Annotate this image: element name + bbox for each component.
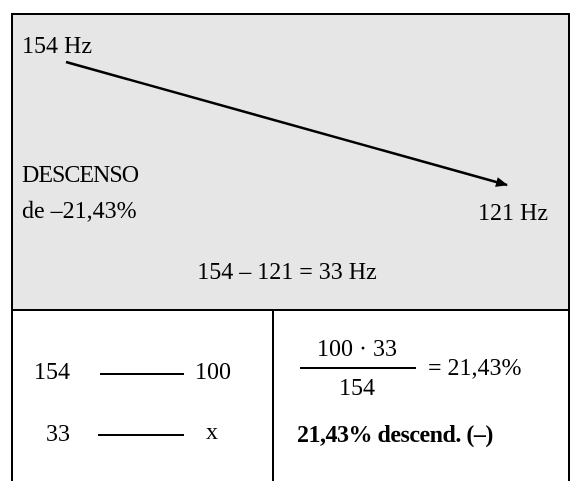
proportion-row1-left: 154 <box>34 359 70 385</box>
proportion-row1-right: 100 <box>195 359 231 385</box>
descent-arrow-line <box>65 60 508 187</box>
fraction-bar <box>300 367 416 369</box>
conclusion-text: 21,43% descend. (–) <box>297 422 493 448</box>
difference-equation: 154 – 121 = 33 Hz <box>197 259 377 285</box>
rule-of-three-panel <box>11 309 570 481</box>
fraction-numerator: 100 · 33 <box>317 336 397 362</box>
column-divider <box>272 311 274 481</box>
fraction-denominator: 154 <box>339 375 375 401</box>
start-frequency-label: 154 Hz <box>22 33 92 59</box>
percentage-result: = 21,43% <box>428 355 522 381</box>
proportion-row1-dash <box>100 373 184 375</box>
end-frequency-label: 121 Hz <box>478 200 548 226</box>
proportion-row2-right: x <box>206 419 218 445</box>
proportion-row2-left: 33 <box>46 421 70 447</box>
proportion-row2-dash <box>98 434 184 436</box>
frequency-descent-panel <box>11 13 570 233</box>
difference-panel <box>11 231 570 311</box>
descent-word: DESCENSO <box>22 162 139 188</box>
descent-value: de –21,43% <box>22 198 137 224</box>
